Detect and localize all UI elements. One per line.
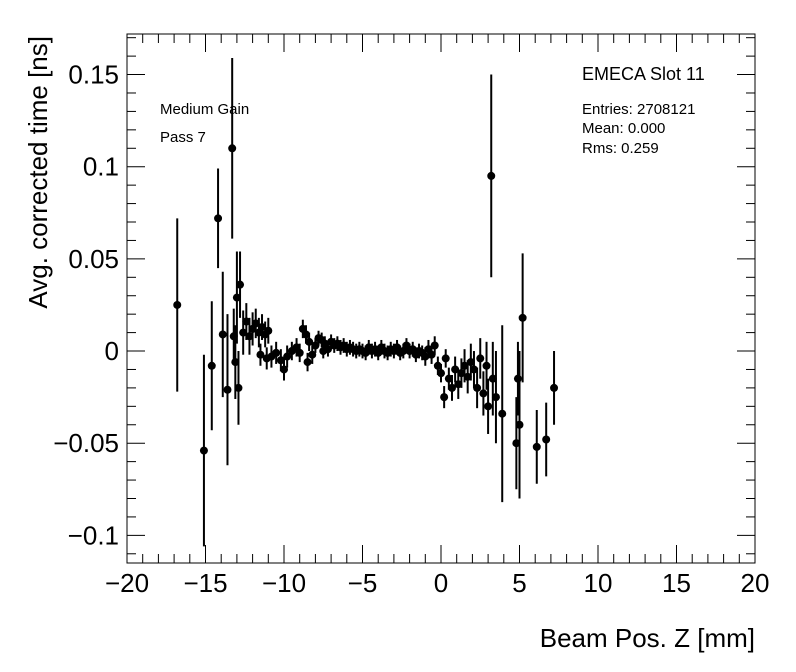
data-point (454, 380, 463, 389)
x-tick-label: −10 (262, 568, 306, 598)
data-point (550, 383, 559, 392)
annotation-pass: Pass 7 (160, 129, 206, 146)
data-point (295, 348, 304, 357)
data-point (229, 332, 238, 341)
data-point (476, 354, 485, 363)
data-point (451, 365, 460, 374)
data-point (245, 332, 254, 341)
data-point (308, 350, 317, 359)
stats-mean: Mean: 0.000 (582, 120, 665, 137)
x-axis-ticks: −20 −15 −10 −5 0 5 10 15 20 (105, 34, 770, 598)
data-point (276, 356, 285, 365)
x-tick-label: 0 (434, 568, 448, 598)
x-axis-label: Beam Pos. Z [mm] (540, 623, 755, 653)
data-point (256, 350, 265, 359)
data-point (430, 341, 439, 350)
data-point (421, 352, 430, 361)
data-point (491, 393, 500, 402)
data-point (460, 361, 469, 370)
data-point (466, 358, 475, 367)
data-point (272, 348, 281, 357)
x-tick-label: 15 (662, 568, 691, 598)
data-point (283, 352, 292, 361)
data-point (301, 330, 310, 339)
data-point (518, 313, 527, 322)
y-tick-label: 0.15 (68, 60, 119, 90)
data-point (473, 383, 482, 392)
data-point (228, 144, 237, 153)
data-point (515, 420, 524, 429)
x-tick-label: 5 (512, 568, 526, 598)
x-tick-label: −20 (105, 568, 149, 598)
data-point (469, 365, 478, 374)
data-point (236, 280, 245, 289)
data-point (437, 369, 445, 378)
data-point (513, 374, 522, 383)
stats-rms: Rms: 0.259 (582, 140, 659, 157)
data-point (512, 439, 521, 448)
data-point (479, 389, 488, 398)
data-point (242, 317, 251, 326)
data-point (232, 293, 241, 302)
y-tick-label: −0.05 (53, 428, 119, 458)
data-point (487, 171, 496, 180)
data-point (173, 300, 182, 309)
y-axis-label: Avg. corrected time [ns] (23, 36, 53, 309)
data-point (463, 372, 472, 381)
data-point (223, 385, 232, 394)
data-point (234, 383, 243, 392)
y-tick-label: 0 (105, 336, 119, 366)
y-tick-label: −0.1 (68, 520, 119, 550)
data-point (457, 369, 466, 378)
stats-entries: Entries: 2708121 (582, 101, 695, 118)
x-tick-label: 20 (741, 568, 770, 598)
annotation-gain: Medium Gain (160, 101, 249, 118)
data-point (488, 374, 497, 383)
data-point (447, 383, 456, 392)
data-point (323, 345, 332, 354)
data-point (218, 330, 227, 339)
data-point (207, 361, 216, 370)
data-point (482, 361, 491, 370)
data-point (214, 214, 223, 223)
data-point (239, 328, 248, 337)
y-axis-ticks: −0.1 −0.05 0 0.05 0.1 0.15 (53, 37, 755, 555)
data-point (440, 393, 449, 402)
data-point (311, 341, 320, 350)
y-tick-label: 0.1 (83, 152, 119, 182)
data-point (280, 365, 288, 374)
data-point (484, 402, 493, 411)
data-point (532, 442, 541, 451)
chart-title: EMECA Slot 11 (582, 64, 705, 84)
x-tick-label: −15 (183, 568, 227, 598)
data-point (251, 319, 260, 328)
data-point (305, 337, 314, 346)
data-point (303, 358, 312, 367)
data-point (433, 361, 442, 370)
y-tick-label: 0.05 (68, 244, 119, 274)
x-tick-label: −5 (348, 568, 378, 598)
data-point (542, 435, 551, 444)
data-point (444, 374, 453, 383)
data-point (258, 323, 267, 332)
data-point (498, 409, 507, 418)
x-tick-label: 10 (584, 568, 613, 598)
data-point (427, 350, 436, 359)
data-point (264, 326, 273, 335)
data-points (173, 57, 559, 547)
data-point (441, 354, 450, 363)
data-point (199, 446, 208, 455)
